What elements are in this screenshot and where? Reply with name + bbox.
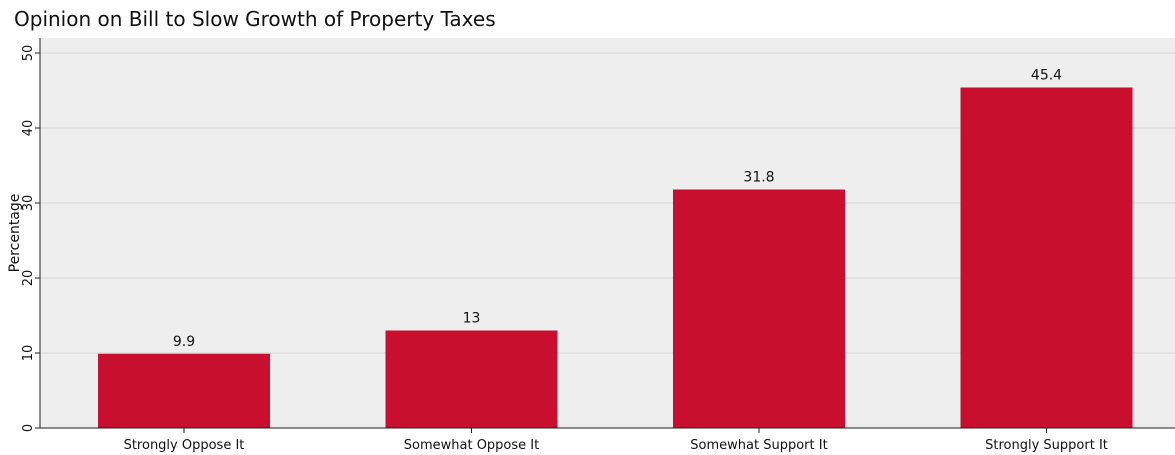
data-label: 45.4 <box>1031 68 1062 84</box>
data-label: 13 <box>463 311 481 327</box>
y-tick-label: 20 <box>21 270 36 287</box>
y-tick-label: 30 <box>21 195 36 212</box>
y-tick-label: 0 <box>21 424 36 432</box>
chart-title: Opinion on Bill to Slow Growth of Proper… <box>14 7 496 31</box>
bar <box>673 189 845 428</box>
bar <box>960 87 1133 428</box>
x-tick-label: Strongly Support It <box>985 438 1108 453</box>
y-axis-title: Percentage <box>7 194 23 273</box>
bar <box>385 330 558 428</box>
bars: 9.9 13 31.8 45.4 <box>98 68 1133 428</box>
y-axis-ticks: 0 10 20 30 40 50 <box>21 45 40 432</box>
x-tick-label: Somewhat Support It <box>690 438 827 453</box>
y-tick-label: 10 <box>21 345 36 362</box>
bar <box>98 353 270 428</box>
data-label: 31.8 <box>743 170 774 186</box>
y-tick-label: 50 <box>21 45 36 62</box>
data-label: 9.9 <box>173 334 195 350</box>
x-tick-label: Somewhat Oppose It <box>404 438 539 453</box>
x-tick-label: Strongly Oppose It <box>124 438 245 453</box>
x-axis-ticks: Strongly Oppose It Somewhat Oppose It Some… <box>124 428 1108 453</box>
y-tick-label: 40 <box>21 120 36 137</box>
